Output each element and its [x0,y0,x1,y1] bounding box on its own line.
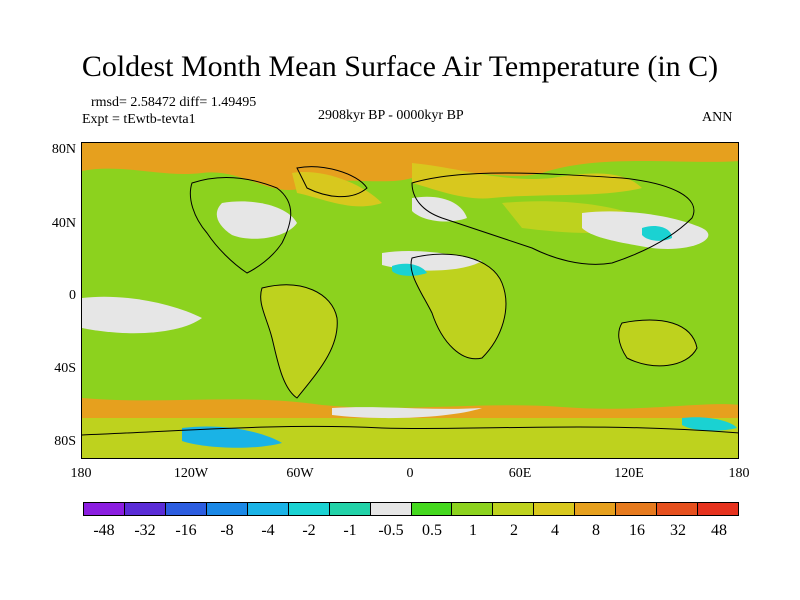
colorbar-label: -2 [302,522,316,539]
season-text: ANN [702,110,733,125]
colorbar-cell [493,503,535,515]
colorbar-label: -1 [343,522,357,539]
colorbar-label: 0.5 [422,522,442,539]
africa-outline [410,253,507,360]
lon-label-120e: 120E [614,466,644,481]
east-pacific-neutral [82,296,202,334]
lon-label-60e: 60E [508,466,532,481]
lat-label-40n: 40N [51,216,76,231]
south-america-outline [260,284,338,399]
plot-title: Coldest Month Mean Surface Air Temperatu… [81,50,719,83]
period-text: 2908kyr BP - 0000kyr BP [318,108,464,123]
colorbar-label: 48 [711,522,727,539]
colorbar-cell [206,503,248,515]
lon-label-180e: 180 [728,466,750,481]
north-america-outline [189,177,292,274]
australia-field [618,320,697,366]
africa-field [411,254,506,359]
eurasia-outline [411,172,695,265]
south-america-field [260,284,338,398]
australia-outline [618,319,698,367]
colorbar-cell [616,503,658,515]
colorbar-cell [288,503,330,515]
europe-neutral [412,196,467,222]
colorbar-label: -0.5 [378,522,404,539]
africa-cold [392,263,427,276]
lat-label-40s: 40S [54,361,76,376]
colorbar-cell [452,503,494,515]
ross-sea-cold [182,426,282,448]
antarctic-cold [682,417,737,431]
colorbar-cell [575,503,617,515]
colorbar-label: 2 [510,522,518,539]
lon-label-60w: 60W [286,466,314,481]
colorbar-cell [370,503,412,515]
antarctica-outline [82,425,738,436]
colorbar [83,502,739,516]
eurasia-warm [412,163,642,199]
temperature-field [82,143,738,458]
colorbar-label: 8 [592,522,600,539]
east-asia-cold [642,226,672,241]
colorbar-cell [411,503,453,515]
lon-label-0: 0 [406,466,414,481]
lat-label-80s: 80S [54,434,76,449]
lat-label-0: 0 [69,288,76,303]
colorbar-label: 1 [469,522,477,539]
antarctic-band [82,418,738,458]
colorbar-label: 32 [670,522,686,539]
colorbar-cell [247,503,289,515]
colorbar-cell [657,503,699,515]
greenland-warm [292,172,382,207]
colorbar-label: -16 [175,522,197,539]
colorbar-label: -32 [134,522,156,539]
colorbar-cell [534,503,576,515]
experiment-text: Expt = tEwtb-tevta1 [82,112,196,127]
lat-label-80n: 80N [51,142,76,157]
colorbar-label: -8 [220,522,234,539]
coastlines [82,166,738,436]
colorbar-label: 16 [629,522,645,539]
colorbar-label: -48 [93,522,115,539]
colorbar-cell [165,503,207,515]
colorbar-cell [124,503,166,515]
namerica-neutral [216,201,297,239]
greenland-outline [296,166,368,198]
colorbar-cell [698,503,738,515]
map-plot-area [81,142,739,459]
southern-ocean-neutral [332,407,482,419]
arctic-warm-band [82,143,738,190]
colorbar-label: -4 [261,522,275,539]
lon-label-120w: 120W [173,466,209,481]
colorbar-cell [84,503,125,515]
colorbar-label: 4 [551,522,559,539]
colorbar-cell [329,503,371,515]
southern-warm-band [82,398,738,418]
rmsd-diff-text: rmsd= 2.58472 diff= 1.49495 [91,95,257,110]
lon-label-180w: 180 [70,466,92,481]
